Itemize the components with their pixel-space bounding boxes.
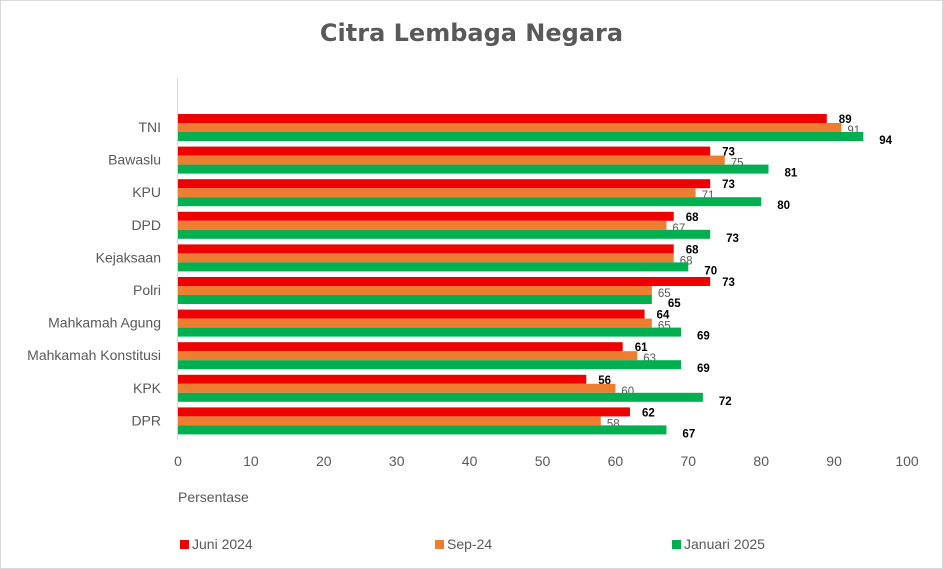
data-label-dpr-januari-2025: 67 [682, 428, 695, 440]
bar-polri-juni-2024 [178, 277, 711, 286]
category-label-kpu: KPU [132, 184, 161, 200]
data-label-kpu-januari-2025: 80 [777, 200, 790, 212]
data-label-polri-sep-24: 65 [658, 288, 671, 300]
category-label-dpr: DPR [131, 412, 161, 428]
bar-dpr-sep-24 [178, 416, 601, 426]
data-label-bawaslu-januari-2025: 81 [784, 168, 797, 180]
bar-polri-januari-2025 [178, 295, 652, 304]
bar-kpu-juni-2024 [178, 179, 711, 189]
category-label-kejaksaan: Kejaksaan [96, 249, 161, 265]
data-label-kejaksaan-januari-2025: 70 [704, 265, 717, 277]
legend-label: Juni 2024 [192, 536, 253, 552]
bar-kpu-januari-2025 [178, 197, 762, 207]
data-label-mahkamah-agung-juni-2024: 64 [657, 310, 670, 322]
data-label-tni-januari-2025: 94 [879, 135, 892, 147]
x-axis-label: Persentase [178, 489, 249, 505]
bar-dpr-januari-2025 [178, 425, 667, 435]
bar-mahkamah-agung-januari-2025 [178, 327, 682, 337]
x-tick-label-70: 70 [681, 453, 697, 469]
bar-polri-sep-24 [178, 286, 652, 295]
data-label-kpk-januari-2025: 72 [719, 396, 732, 408]
bar-mahkamah-konstitusi-sep-24 [178, 351, 638, 361]
x-tick-label-40: 40 [462, 453, 478, 469]
x-tick-label-50: 50 [535, 453, 551, 469]
bar-kpu-sep-24 [178, 188, 696, 198]
data-label-kejaksaan-juni-2024: 68 [686, 244, 699, 256]
bar-mahkamah-konstitusi-juni-2024 [178, 342, 623, 352]
bar-kejaksaan-januari-2025 [178, 262, 689, 272]
bar-kejaksaan-juni-2024 [178, 244, 674, 254]
bar-mahkamah-konstitusi-januari-2025 [178, 360, 682, 370]
data-label-mahkamah-agung-januari-2025: 69 [697, 331, 710, 343]
bar-bawaslu-januari-2025 [178, 164, 769, 174]
bar-dpd-sep-24 [178, 220, 667, 230]
bar-kpk-januari-2025 [178, 392, 703, 402]
category-label-bawaslu: Bawaslu [108, 152, 161, 168]
bar-tni-sep-24 [178, 123, 842, 132]
legend-swatch-sep-24 [435, 539, 444, 549]
x-tick-label-100: 100 [895, 453, 919, 469]
bar-bawaslu-juni-2024 [178, 146, 711, 156]
bar-tni-januari-2025 [178, 132, 864, 141]
data-label-mahkamah-konstitusi-juni-2024: 61 [635, 342, 648, 354]
x-tick-label-10: 10 [243, 453, 259, 469]
bar-dpd-januari-2025 [178, 229, 711, 239]
data-label-mahkamah-konstitusi-januari-2025: 69 [697, 363, 710, 375]
data-label-polri-januari-2025: 65 [668, 298, 681, 310]
bar-kpk-sep-24 [178, 383, 616, 393]
data-label-kpu-juni-2024: 73 [722, 179, 735, 191]
bar-bawaslu-sep-24 [178, 155, 725, 165]
category-label-polri: Polri [133, 282, 161, 298]
category-label-mahkamah-konstitusi: Mahkamah Konstitusi [27, 347, 161, 363]
legend-item-januari-2025[interactable]: Januari 2025 [672, 536, 765, 552]
x-tick-label-30: 30 [389, 453, 405, 469]
legend-label: Januari 2025 [684, 536, 765, 552]
legend-swatch-juni-2024 [180, 539, 189, 549]
category-label-tni: TNI [138, 119, 161, 135]
x-tick-label-90: 90 [826, 453, 842, 469]
chart-title: Citra Lembaga Negara [319, 19, 624, 47]
bar-mahkamah-agung-juni-2024 [178, 309, 645, 319]
data-label-dpd-januari-2025: 73 [726, 233, 739, 245]
bar-tni-juni-2024 [178, 114, 827, 123]
data-label-dpd-juni-2024: 68 [686, 212, 699, 224]
category-label-mahkamah-agung: Mahkamah Agung [48, 315, 161, 331]
x-tick-label-60: 60 [608, 453, 624, 469]
legend-label: Sep-24 [447, 536, 493, 552]
legend-swatch-januari-2025 [672, 539, 681, 549]
bar-kpk-juni-2024 [178, 374, 587, 384]
x-tick-label-80: 80 [753, 453, 769, 469]
data-label-dpr-juni-2024: 62 [642, 407, 655, 419]
legend-item-sep-24[interactable]: Sep-24 [435, 536, 492, 552]
legend-item-juni-2024[interactable]: Juni 2024 [180, 536, 253, 552]
x-tick-label-20: 20 [316, 453, 332, 469]
bar-kejaksaan-sep-24 [178, 253, 674, 263]
data-label-polri-juni-2024: 73 [722, 277, 735, 289]
bar-dpr-juni-2024 [178, 407, 630, 417]
data-label-bawaslu-juni-2024: 73 [722, 147, 735, 159]
bar-mahkamah-agung-sep-24 [178, 318, 652, 328]
bar-dpd-juni-2024 [178, 211, 674, 221]
x-tick-label-0: 0 [174, 453, 182, 469]
data-label-tni-juni-2024: 89 [839, 114, 852, 126]
category-label-dpd: DPD [131, 217, 161, 233]
category-label-kpk: KPK [133, 380, 162, 396]
